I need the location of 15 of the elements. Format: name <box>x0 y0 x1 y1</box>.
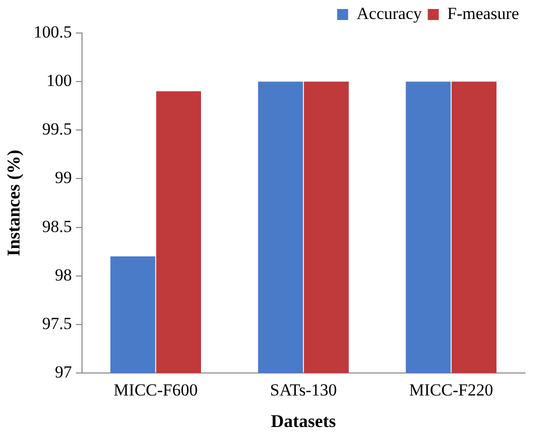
y-tick-label: 98.5 <box>42 216 72 236</box>
x-tick-label: SATs-130 <box>270 380 337 400</box>
y-tick-label: 97.5 <box>42 314 72 333</box>
y-tick-label: 99 <box>54 168 72 188</box>
x-axis-title: Datasets <box>270 410 336 431</box>
x-tick-label: MICC-F600 <box>114 380 198 400</box>
legend-label: F-measure <box>447 4 520 23</box>
x-tick-label: MICC-F220 <box>409 380 494 400</box>
y-tick-label: 98 <box>54 265 72 284</box>
y-tick-label: 100 <box>46 71 72 90</box>
y-axis-title: Instances (%) <box>3 150 24 256</box>
legend-label: Accuracy <box>356 4 422 23</box>
y-tick-label: 100.5 <box>34 22 72 42</box>
y-tick-label: 97 <box>54 362 72 382</box>
y-tick-label: 99.5 <box>42 120 72 139</box>
